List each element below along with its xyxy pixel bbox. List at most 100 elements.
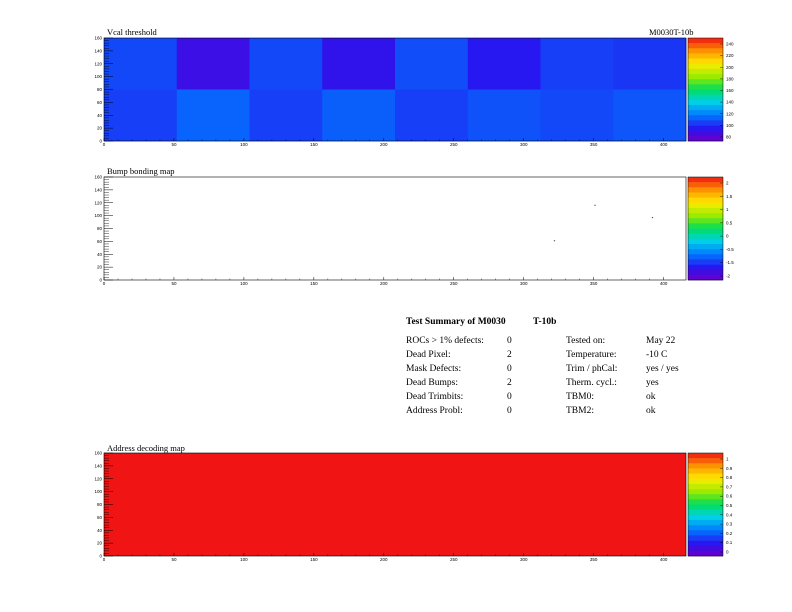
vcal-colorbar-band: [688, 58, 723, 65]
addr-colorbar-label: 0.8: [726, 475, 733, 480]
vcal-colorbar-band: [688, 38, 723, 44]
summary-value-rocs: 0: [507, 336, 512, 346]
bump-colorbar-band: [688, 187, 723, 193]
vcal-roc-tile: [104, 38, 178, 90]
addr-colorbar-band: [688, 453, 723, 459]
vcal-colorbar-label: 200: [726, 65, 734, 70]
summary-label-tested-on: Tested on:: [566, 336, 606, 346]
bump-colorbar-label: 0: [726, 234, 729, 239]
addr-x-tick-label: 100: [240, 557, 248, 562]
bump-dead-pixel: [651, 216, 654, 219]
vcal-x-tick-label: 0: [103, 142, 106, 147]
summary-label-address-probl: Address Probl:: [406, 406, 463, 416]
bump-y-tick-label: 20: [97, 265, 103, 270]
bump-y-tick-label: 0: [99, 278, 102, 283]
vcal-colorbar-band: [688, 125, 723, 131]
vcal-roc-tile: [467, 89, 541, 142]
bump-colorbar-band: [688, 233, 723, 240]
vcal-colorbar-band: [688, 53, 723, 59]
bump-x-tick-label: 200: [380, 281, 388, 286]
bump-dead-pixel: [553, 240, 556, 242]
summary-label-therm-cycl: Therm. cycl.:: [566, 378, 617, 388]
summary-label-dead-bumps: Dead Bumps:: [406, 378, 458, 388]
vcal-roc-tile: [322, 38, 396, 90]
bump-bonding-title: Bump bonding map: [107, 166, 175, 176]
vcal-roc-tile: [176, 38, 250, 90]
bump-colorbar-band: [688, 213, 723, 219]
vcal-roc-tile: [540, 89, 614, 142]
summary-label-rocs: ROCs > 1% defects:: [406, 336, 484, 346]
bump-x-tick-label: 50: [171, 281, 177, 286]
vcal-x-tick-label: 350: [590, 142, 598, 147]
vcal-y-tick-label: 20: [97, 126, 103, 131]
summary-value-address-probl: 0: [507, 406, 512, 416]
bump-y-tick-label: 120: [94, 200, 102, 205]
summary-label-trim-phcal: Trim / phCal:: [566, 364, 618, 374]
bump-colorbar-frame: [687, 176, 724, 281]
addr-y-tick-label: 0: [99, 554, 102, 559]
addr-colorbar-frame: [687, 452, 724, 557]
bump-colorbar-label: 2: [726, 181, 729, 186]
summary-value-mask-defects: 0: [507, 364, 512, 374]
vcal-colorbar-band: [688, 130, 723, 137]
addr-y-tick-label: 140: [94, 463, 102, 468]
vcal-colorbar-band: [688, 84, 723, 90]
addr-colorbar-label: 0.2: [726, 531, 733, 536]
bump-colorbar-band: [688, 223, 723, 229]
summary-value-dead-bumps: 2: [507, 378, 512, 388]
addr-x-tick-label: 350: [590, 557, 598, 562]
vcal-roc-tile: [395, 38, 469, 90]
vcal-colorbar-band: [688, 135, 723, 142]
addr-colorbar-band: [688, 473, 723, 480]
bump-y-tick-label: 160: [94, 175, 102, 180]
bump-x-tick-label: 250: [450, 281, 458, 286]
addr-colorbar-label: 0: [726, 550, 729, 555]
addr-y-tick-label: 160: [94, 451, 102, 456]
addr-colorbar-band: [688, 458, 723, 464]
vcal-y-tick-label: 120: [94, 61, 102, 66]
vcal-colorbar-label: 100: [726, 123, 734, 128]
bump-y-tick-label: 40: [97, 252, 103, 257]
vcal-y-tick-label: 40: [97, 113, 103, 118]
summary-value-tbm0: ok: [646, 392, 656, 402]
vcal-x-tick-label: 50: [171, 142, 177, 147]
bump-dead-pixel: [594, 204, 596, 206]
addr-colorbar-band: [688, 540, 723, 546]
vcal-roc-tile: [104, 89, 178, 142]
addr-x-tick-label: 250: [450, 557, 458, 562]
vcal-roc-tile: [395, 89, 469, 142]
addr-y-tick-label: 120: [94, 476, 102, 481]
vcal-colorbar-label: 180: [726, 76, 734, 81]
vcal-roc-tile: [613, 89, 687, 142]
summary-value-dead-pixel: 2: [507, 350, 512, 360]
vcal-x-tick-label: 150: [310, 142, 318, 147]
addr-colorbar-band: [688, 494, 723, 500]
vcal-y-tick-label: 60: [97, 100, 103, 105]
addr-colorbar-label: 0.1: [726, 540, 733, 545]
addr-colorbar-band: [688, 545, 723, 552]
vcal-x-tick-label: 200: [380, 142, 388, 147]
addr-colorbar-band: [688, 468, 723, 474]
bump-y-tick-label: 100: [94, 213, 102, 218]
summary-title-module: Test Summary of M0030: [406, 317, 506, 327]
summary-value-trim-phcal: yes / yes: [646, 364, 679, 374]
vcal-colorbar-band: [688, 43, 723, 49]
summary-label-dead-trimbits: Dead Trimbits:: [406, 392, 464, 402]
bump-x-tick-label: 0: [103, 281, 106, 286]
bump-colorbar-band: [688, 182, 723, 188]
vcal-colorbar-frame: [687, 37, 724, 142]
vcal-colorbar-band: [688, 104, 723, 111]
addr-y-tick-label: 100: [94, 489, 102, 494]
vcal-x-tick-label: 100: [240, 142, 248, 147]
addr-colorbar-band: [688, 504, 723, 510]
summary-label-dead-pixel: Dead Pixel:: [406, 350, 451, 360]
bump-colorbar-label: -0.5: [726, 247, 734, 252]
bump-colorbar-band: [688, 192, 723, 198]
bump-colorbar-band: [688, 207, 723, 214]
vcal-x-tick-label: 300: [520, 142, 528, 147]
addr-colorbar-label: 1: [726, 457, 729, 462]
summary-label-mask-defects: Mask Defects:: [406, 364, 462, 374]
bump-y-tick-label: 140: [94, 187, 102, 192]
vcal-colorbar-band: [688, 99, 723, 106]
